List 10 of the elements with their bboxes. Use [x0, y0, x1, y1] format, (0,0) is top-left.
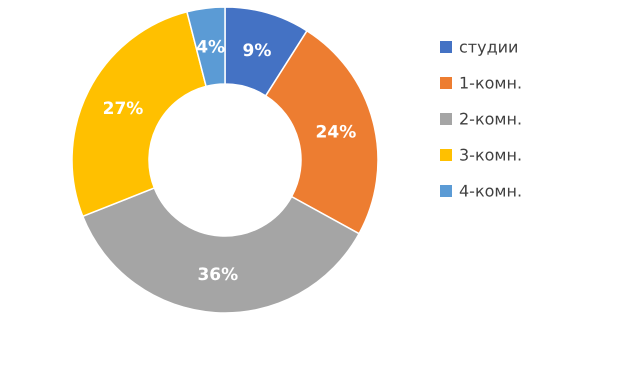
- data-label: 36%: [197, 265, 238, 286]
- legend-label: 4-комн.: [459, 182, 522, 201]
- legend-label: 2-комн.: [459, 110, 522, 129]
- data-label: 27%: [102, 98, 144, 119]
- legend-label: 3-комн.: [459, 146, 522, 165]
- legend-label: студии: [459, 38, 518, 57]
- data-label: 9%: [242, 40, 272, 61]
- legend-label: 1-комн.: [459, 74, 522, 93]
- data-label: 4%: [196, 37, 226, 58]
- data-label: 24%: [316, 122, 356, 142]
